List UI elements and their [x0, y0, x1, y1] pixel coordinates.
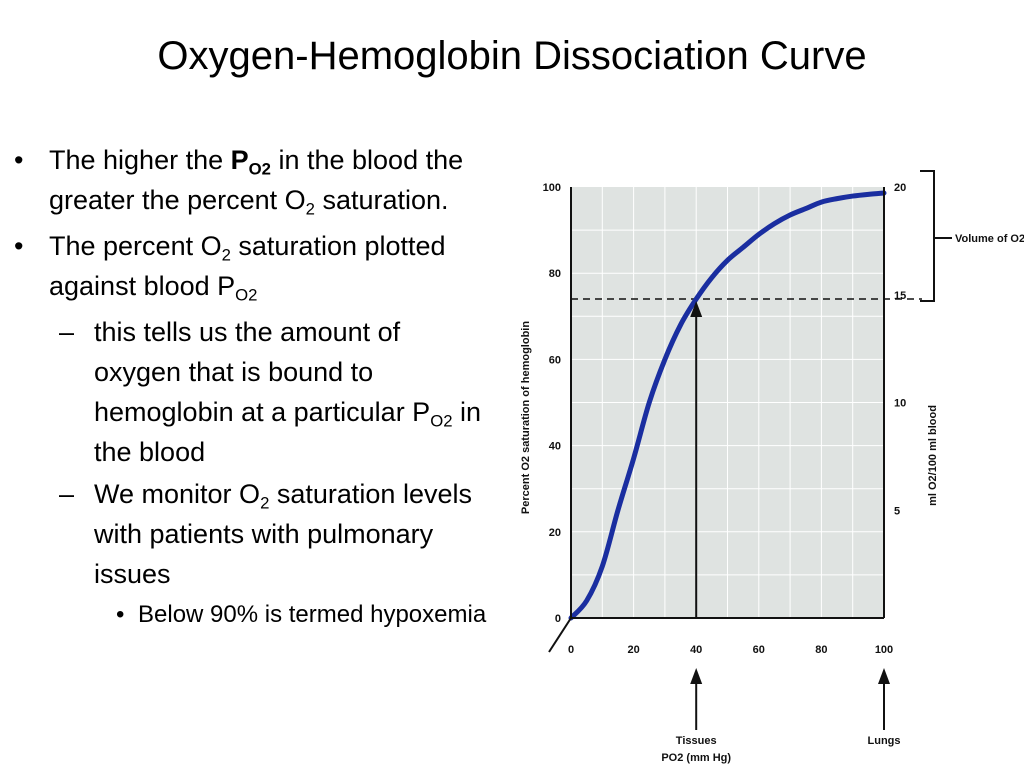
bracket-label: Volume of O2 unloaded to tissues — [955, 233, 1024, 245]
x-tick-label: 20 — [627, 644, 639, 656]
tissues-label: Tissues — [676, 735, 717, 747]
bullet-mark: • — [14, 231, 24, 261]
bullet-list: • The higher the PO2 in the blood the gr… — [12, 140, 492, 630]
y2-tick-label: 10 — [894, 398, 906, 410]
x-tick-label: 60 — [753, 644, 765, 656]
axes — [548, 187, 885, 653]
sub-sub-bullet-mark: • — [116, 601, 125, 628]
bullet-item: • The higher the PO2 in the blood the gr… — [12, 140, 492, 220]
bullet-text: The higher the — [49, 145, 231, 175]
y-axis-label: Percent O2 saturation of hemoglobin — [520, 321, 532, 514]
y-tick-label: 100 — [543, 182, 561, 194]
y2-tick-label: 20 — [894, 182, 906, 194]
y-tick-label: 20 — [549, 527, 561, 539]
bullet-text: The percent O — [49, 231, 222, 261]
bullet-text: saturation. — [314, 185, 449, 215]
x-tick-label: 0 — [568, 644, 574, 656]
sub-bullet-item: – this tells us the amount of oxygen tha… — [12, 312, 492, 472]
tissues-sub-label: PO2 (mm Hg) — [661, 752, 731, 764]
y-tick-label: 0 — [555, 613, 561, 625]
bullet-text: this tells us the amount of oxygen that … — [94, 317, 431, 427]
bracket — [920, 170, 935, 302]
series-line — [568, 190, 887, 621]
tick-labels: 0 20 40 60 80 100 0 20 40 60 80 100 5 10 15 20 Percent O… — [520, 182, 939, 656]
bullet-item: • The percent O2 saturation plotted agai… — [12, 226, 492, 306]
sub-sub-bullet-item: • Below 90% is termed hypoxemia — [12, 600, 492, 630]
y2-tick-label: 15 — [894, 290, 906, 302]
axis-corner-line — [548, 617, 572, 653]
y-tick-label: 40 — [549, 441, 561, 453]
lungs-label: Lungs — [868, 735, 901, 747]
bullet-mark: • — [14, 145, 24, 175]
sub-bullet-item: – We monitor O2 saturation levels with p… — [12, 474, 492, 594]
subscript: O2 — [248, 159, 271, 179]
y-tick-label: 60 — [549, 354, 561, 366]
subscript: O2 — [430, 411, 453, 431]
bullet-text: in the blood — [94, 397, 482, 467]
y-tick-label: 80 — [549, 268, 561, 280]
lungs-arrow-head — [878, 668, 890, 684]
bullet-text-bold: P — [230, 145, 249, 175]
y2-tick-label: 5 — [894, 505, 900, 517]
bullet-text: Below 90% is termed hypoxemia — [138, 601, 487, 628]
x-tick-label: 40 — [690, 644, 702, 656]
tissues-arrow-head — [690, 668, 703, 684]
bullet-text: in the blood the greater the percent O — [49, 145, 464, 215]
bullet-text: We monitor O — [94, 479, 261, 509]
subscript: 2 — [305, 199, 315, 219]
arrows — [690, 301, 890, 730]
subscript: 2 — [221, 245, 231, 265]
bullet-text: saturation plotted against blood P — [49, 231, 446, 301]
slide-title: Oxygen-Hemoglobin Dissociation Curve — [157, 34, 867, 78]
annotations: Volume of O2 unloaded to tissues Tissues P… — [661, 170, 1024, 764]
subscript: O2 — [235, 285, 258, 305]
sub-bullet-mark: – — [59, 317, 75, 347]
reference-arrow-head — [690, 301, 703, 318]
sub-bullet-mark: – — [59, 479, 75, 509]
x-tick-label: 100 — [875, 644, 893, 656]
subscript: 2 — [260, 493, 270, 513]
bullet-text: saturation levels with patients with pul… — [94, 479, 472, 589]
y2-axis-label: ml O2/100 ml blood — [927, 405, 939, 506]
x-tick-label: 80 — [815, 644, 827, 656]
